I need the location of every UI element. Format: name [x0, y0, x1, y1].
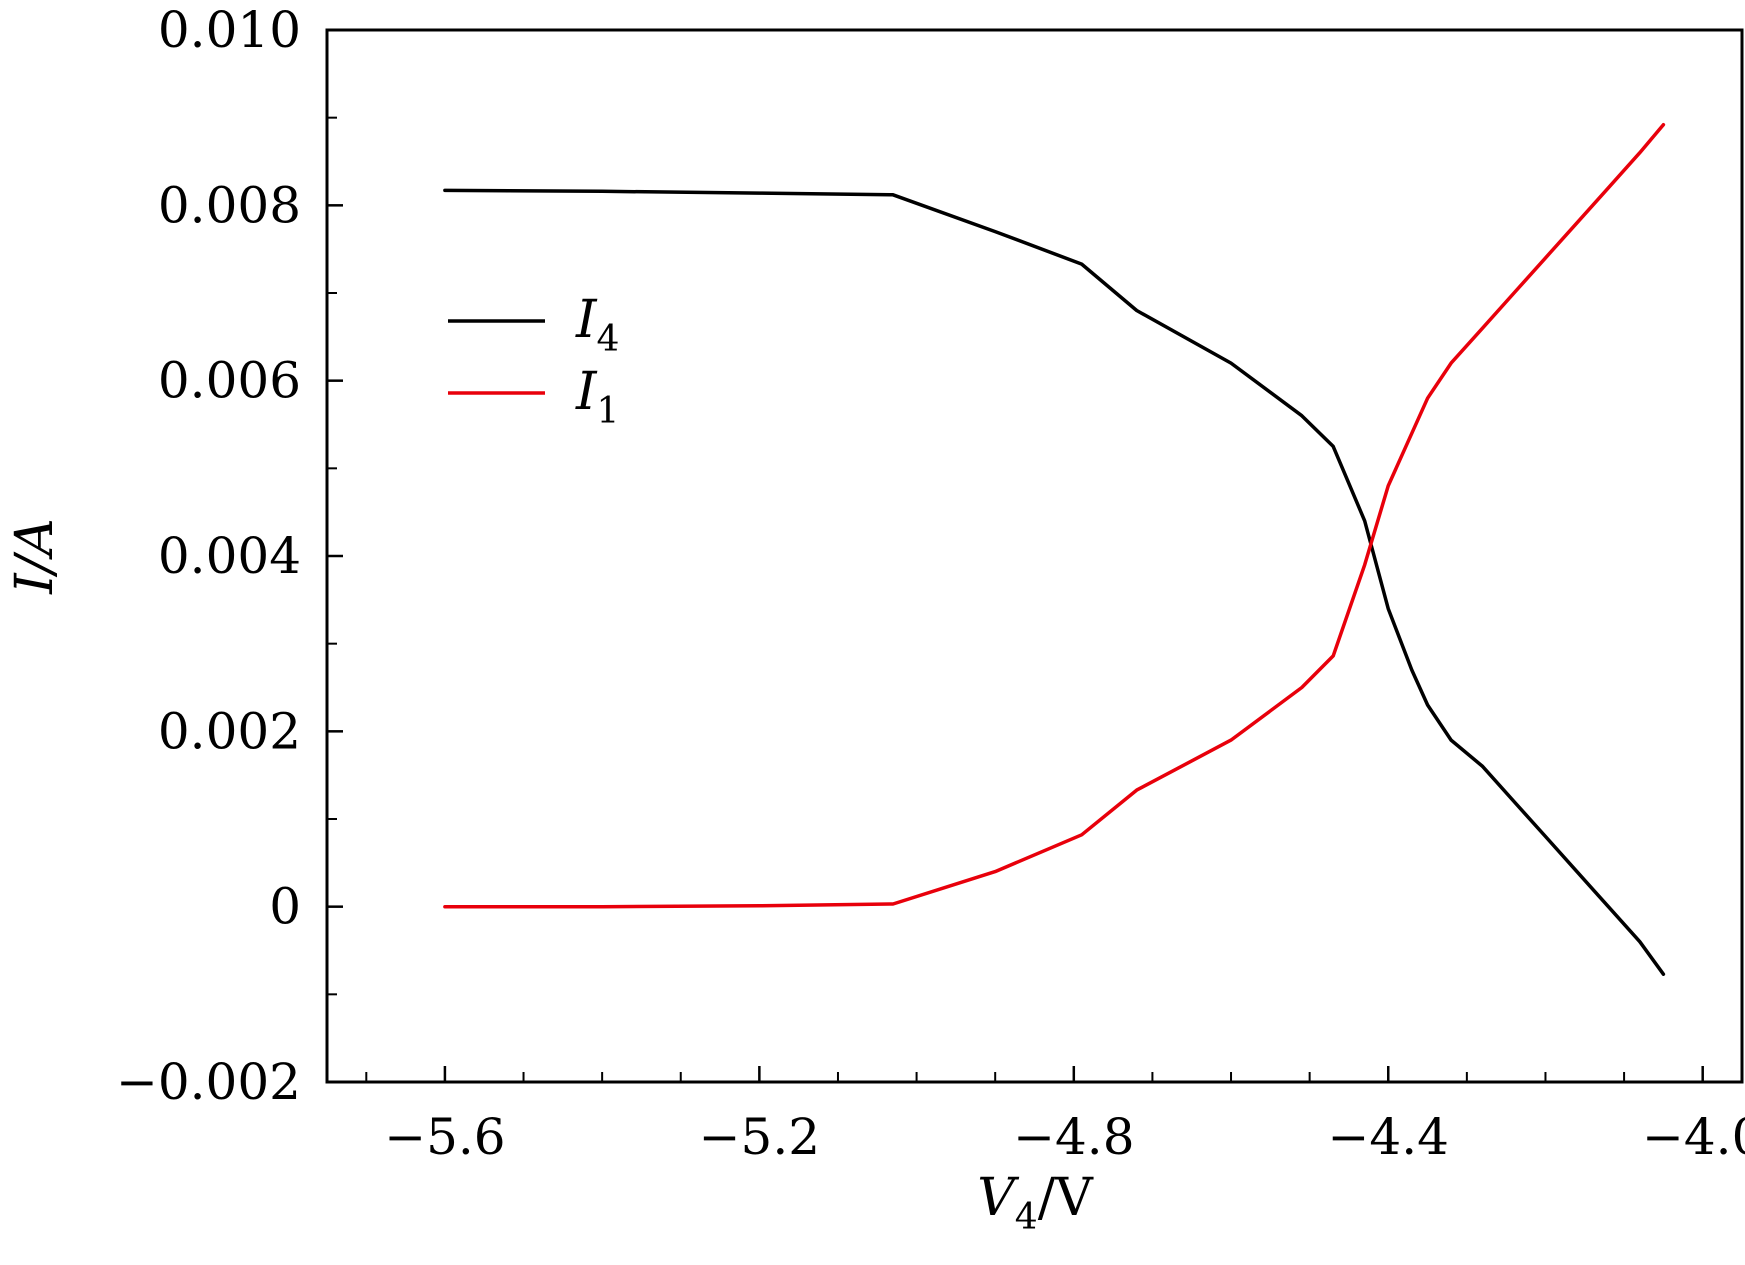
x-tick-label: −4.0: [1642, 1108, 1745, 1166]
plot-frame: [325, 28, 1744, 1084]
legend-label-i4: I4: [575, 290, 619, 360]
x-tick-label: −5.2: [699, 1108, 820, 1166]
y-tick-label: 0.008: [158, 176, 301, 234]
x-axis-ticks: −5.6 −5.2 −4.8 −4.4 −4.0: [365, 1066, 1745, 1166]
x-tick-label: −4.4: [1328, 1108, 1449, 1166]
y-tick-label: 0: [269, 878, 301, 936]
y-axis-ticks: −0.002 0 0.002 0.004 0.006 0.008 0.010: [116, 1, 343, 1111]
x-axis-title: V4/V: [977, 1168, 1094, 1238]
y-tick-label: 0.002: [158, 702, 301, 760]
y-tick-label: −0.002: [116, 1053, 301, 1111]
y-tick-label: 0.004: [158, 527, 301, 585]
series-line-i1: [443, 122, 1666, 909]
series-line-i4: [443, 188, 1666, 976]
y-tick-label: 0.010: [158, 1, 301, 59]
x-tick-label: −4.8: [1013, 1108, 1134, 1166]
y-axis-title: I/A: [5, 518, 65, 595]
x-tick-label: −5.6: [384, 1108, 505, 1166]
y-tick-label: 0.006: [158, 352, 301, 410]
legend: I4 I1: [448, 290, 619, 432]
series-layer: [443, 122, 1666, 976]
legend-label-i1: I1: [575, 362, 619, 432]
